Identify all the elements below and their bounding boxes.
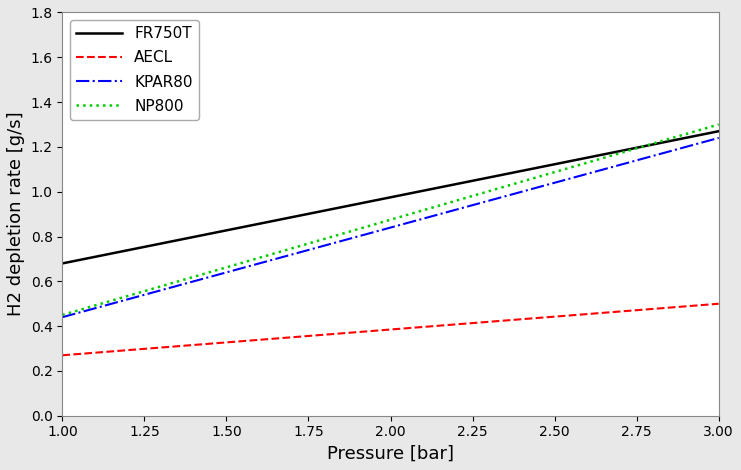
KPAR80 (60, 314, 69, 320)
KPAR80 (448, 208, 457, 213)
FR750T (448, 182, 457, 188)
AECL (60, 352, 69, 358)
NP800 (714, 122, 723, 127)
KPAR80 (611, 163, 620, 169)
NP800 (448, 199, 457, 204)
KPAR80 (447, 208, 456, 214)
FR750T (60, 260, 69, 266)
AECL (58, 352, 67, 358)
Y-axis label: H2 depletion rate [g/s]: H2 depletion rate [g/s] (7, 112, 25, 316)
Line: NP800: NP800 (62, 125, 719, 315)
FR750T (611, 149, 620, 155)
Legend: FR750T, AECL, KPAR80, NP800: FR750T, AECL, KPAR80, NP800 (70, 20, 199, 120)
NP800 (60, 312, 69, 317)
AECL (653, 306, 662, 312)
AECL (447, 322, 456, 328)
Line: AECL: AECL (62, 304, 719, 355)
KPAR80 (58, 314, 67, 320)
AECL (459, 321, 468, 327)
AECL (714, 301, 723, 306)
FR750T (714, 128, 723, 134)
KPAR80 (459, 204, 468, 210)
AECL (611, 309, 620, 314)
NP800 (611, 152, 620, 157)
X-axis label: Pressure [bar]: Pressure [bar] (327, 445, 454, 463)
NP800 (653, 140, 662, 145)
NP800 (447, 199, 456, 205)
FR750T (653, 141, 662, 146)
FR750T (447, 182, 456, 188)
AECL (448, 322, 457, 328)
FR750T (459, 180, 468, 185)
Line: FR750T: FR750T (62, 131, 719, 263)
KPAR80 (714, 135, 723, 141)
Line: KPAR80: KPAR80 (62, 138, 719, 317)
NP800 (459, 196, 468, 201)
NP800 (58, 312, 67, 318)
KPAR80 (653, 152, 662, 157)
FR750T (58, 260, 67, 266)
